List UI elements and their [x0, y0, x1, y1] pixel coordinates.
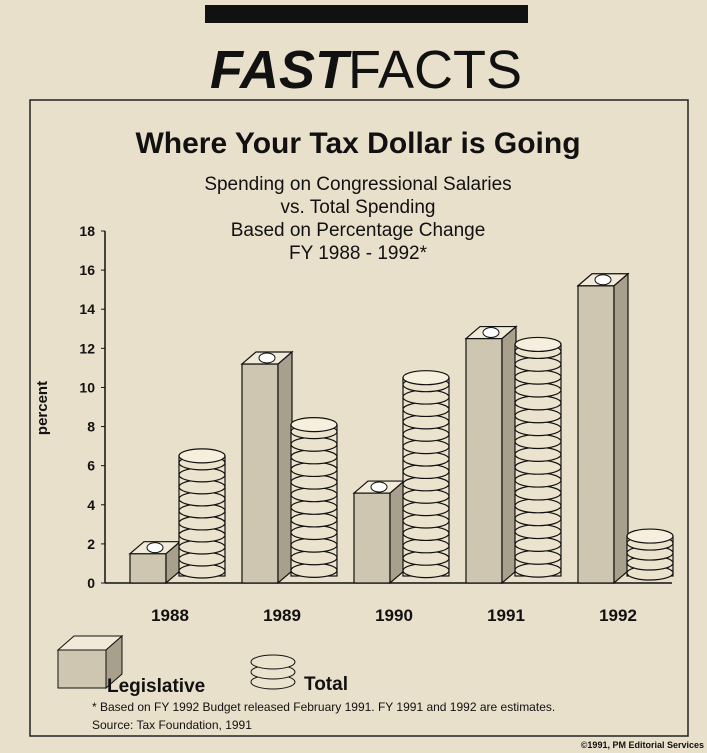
y-tick-label: 2 [87, 536, 95, 552]
subtitle: vs. Total Spending [281, 197, 436, 218]
coin [515, 370, 561, 384]
coin-top [291, 418, 337, 432]
bar-side [502, 327, 516, 583]
chart-title: Where Your Tax Dollar is Going [135, 127, 580, 160]
subtitle: FY 1988 - 1992* [289, 243, 428, 264]
banner-bold: FAST [210, 40, 352, 100]
bar-front [242, 364, 278, 583]
coin [291, 500, 337, 514]
x-tick-label: 1991 [487, 606, 525, 625]
x-tick-label: 1992 [599, 606, 637, 625]
y-tick-label: 18 [79, 223, 95, 239]
x-tick-label: 1989 [263, 606, 301, 625]
y-tick-label: 6 [87, 458, 95, 474]
bar-front [578, 286, 614, 583]
coin [515, 434, 561, 448]
coin [291, 437, 337, 451]
credit: ©1991, PM Editorial Services [581, 740, 704, 750]
coin [291, 526, 337, 540]
coin-top [515, 337, 561, 351]
coin [291, 462, 337, 476]
coin [515, 422, 561, 436]
y-tick-label: 14 [79, 301, 95, 317]
coin [515, 525, 561, 539]
coin [515, 499, 561, 513]
coin [291, 563, 337, 577]
total-stack [515, 337, 561, 577]
coin [515, 447, 561, 461]
legislative-bar [578, 274, 628, 583]
x-tick-label: 1988 [151, 606, 189, 625]
y-tick-label: 10 [79, 379, 95, 395]
x-tick-label: 1990 [375, 606, 413, 625]
bill-seal [483, 328, 499, 338]
footnote: * Based on FY 1992 Budget released Febru… [92, 700, 555, 714]
coin [515, 396, 561, 410]
coin [515, 357, 561, 371]
legend-label: Total [304, 674, 348, 695]
legislative-bar [242, 352, 292, 583]
coin-top [403, 371, 449, 385]
coin-top [627, 529, 673, 543]
icon-coin [251, 655, 295, 669]
y-tick-label: 8 [87, 419, 95, 435]
bar-front [354, 493, 390, 583]
coin [515, 460, 561, 474]
legend-label: Legislative [107, 676, 205, 697]
chart: FASTFACTS Where Your Tax Dollar is Going… [0, 0, 707, 753]
coin [515, 537, 561, 551]
total-stack [403, 371, 449, 578]
y-axis-label: percent [34, 381, 51, 435]
legislative-bar [354, 481, 404, 583]
bar-front [466, 339, 502, 583]
banner: FASTFACTS [210, 40, 522, 100]
y-tick-label: 12 [79, 340, 95, 356]
source: Source: Tax Foundation, 1991 [92, 718, 252, 732]
y-tick-label: 16 [79, 262, 95, 278]
coin [291, 475, 337, 489]
bill-seal [259, 353, 275, 363]
subtitle: Based on Percentage Change [231, 220, 486, 241]
page: FASTFACTS Where Your Tax Dollar is Going… [0, 0, 707, 753]
coin [515, 550, 561, 564]
total-stack [291, 418, 337, 578]
icon-front [58, 650, 106, 688]
coin [291, 513, 337, 527]
bar-side [278, 352, 292, 583]
bar-side [614, 274, 628, 583]
coin [515, 512, 561, 526]
coin [515, 473, 561, 487]
coin [515, 383, 561, 397]
subtitle: Spending on Congressional Salaries [204, 174, 511, 195]
legend-icon-total [251, 655, 295, 689]
legislative-bar [466, 327, 516, 583]
bar-side [390, 481, 404, 583]
coin [515, 563, 561, 577]
y-tick-label: 0 [87, 575, 95, 591]
coin [291, 488, 337, 502]
bill-seal [147, 543, 163, 553]
coin [291, 551, 337, 565]
bar-front [130, 554, 166, 583]
banner-bar [205, 5, 528, 23]
total-stack [627, 529, 673, 580]
y-tick-label: 4 [87, 497, 95, 513]
coin [291, 538, 337, 552]
total-stack [179, 449, 225, 578]
coin [291, 450, 337, 464]
banner-light: FACTS [348, 40, 522, 100]
coin [515, 486, 561, 500]
coin-top [179, 449, 225, 463]
coin [515, 409, 561, 423]
legislative-bar [130, 542, 180, 583]
bill-seal [371, 482, 387, 492]
bill-seal [595, 275, 611, 285]
